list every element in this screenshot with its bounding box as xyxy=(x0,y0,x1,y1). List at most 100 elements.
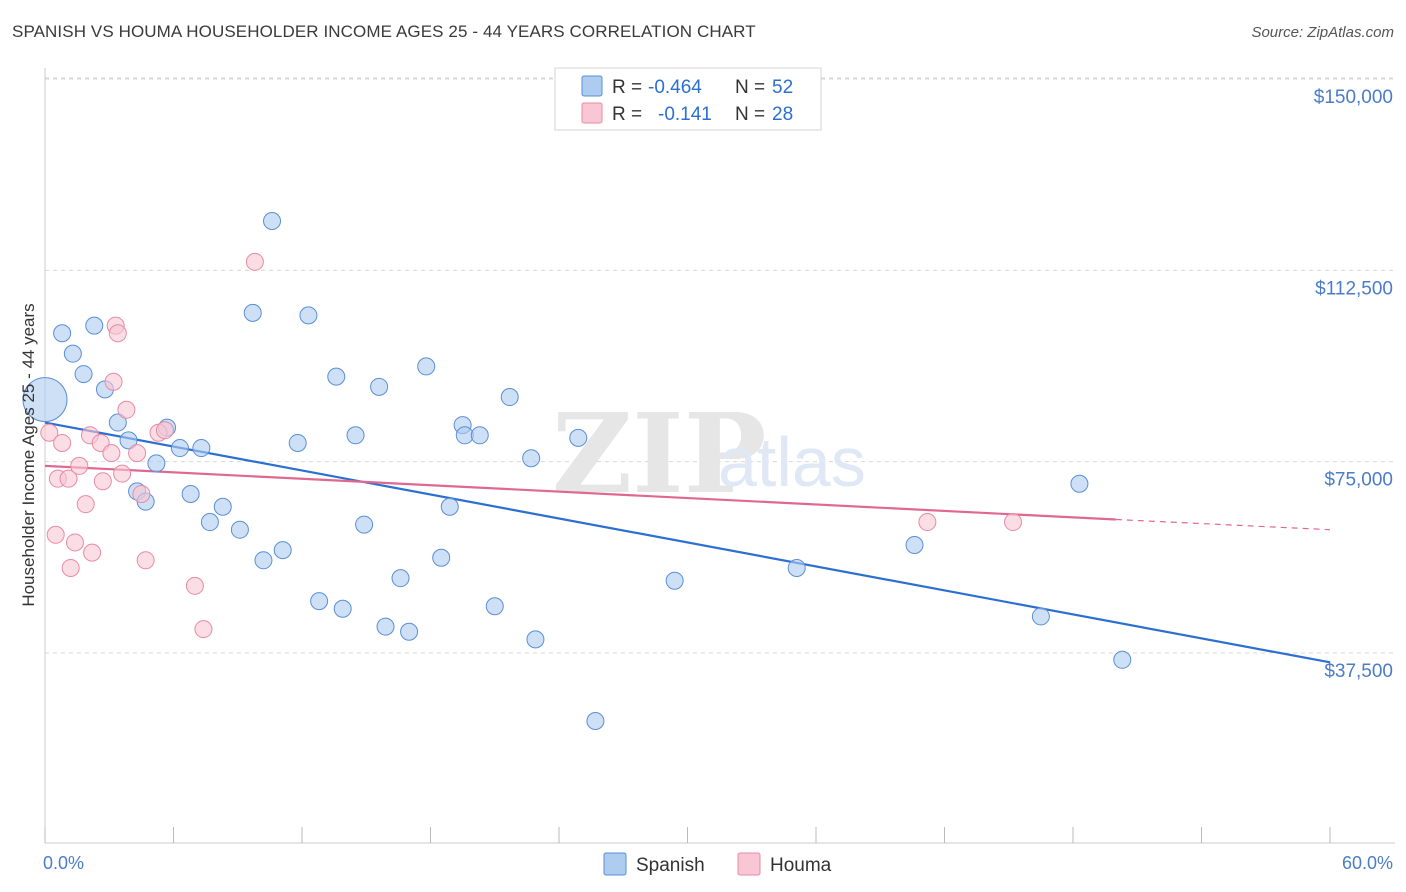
spanish-point xyxy=(346,426,365,445)
spanish-point xyxy=(569,428,588,447)
spanish-point xyxy=(53,324,72,343)
spanish-point xyxy=(787,558,806,577)
legend-n-value-houma: 28 xyxy=(772,104,793,125)
houma-point xyxy=(59,469,78,488)
houma-point xyxy=(194,620,213,639)
trend-lines xyxy=(44,421,1331,664)
spanish-point xyxy=(1031,607,1050,626)
y-tick-labels: $37,500 $75,000 $112,500 $150,000 xyxy=(1314,87,1393,682)
y-axis-label: Householder Income Ages 25 - 44 years xyxy=(19,303,38,606)
spanish-point xyxy=(333,599,352,618)
spanish-point xyxy=(254,551,273,570)
spanish-trend-line xyxy=(44,421,1331,664)
houma-point xyxy=(46,525,65,544)
spanish-point xyxy=(74,365,93,384)
spanish-point xyxy=(1113,650,1132,669)
spanish-point xyxy=(22,377,68,423)
spanish-point xyxy=(400,622,419,641)
bottom-legend-swatch-spanish xyxy=(603,852,627,876)
houma-point xyxy=(245,252,264,271)
spanish-point xyxy=(310,592,329,611)
legend-r-label-spanish: R = xyxy=(612,77,642,98)
spanish-point xyxy=(299,306,318,325)
houma-point xyxy=(1004,513,1023,532)
x-tick-label: 0.0% xyxy=(43,853,84,873)
spanish-point xyxy=(119,431,138,450)
spanish-point xyxy=(391,569,410,588)
x-tick-labels: 0.0% 60.0% xyxy=(43,853,1393,873)
x-tick-label: 60.0% xyxy=(1342,853,1393,873)
spanish-point xyxy=(526,630,545,649)
legend-r-value-spanish: -0.464 xyxy=(648,77,702,98)
houma-point xyxy=(128,444,147,463)
houma-point xyxy=(185,576,204,595)
spanish-point xyxy=(485,597,504,616)
houma-point xyxy=(53,433,72,452)
houma-point xyxy=(155,421,174,440)
spanish-point xyxy=(200,513,219,532)
spanish-point xyxy=(376,617,395,636)
legend-swatch-spanish xyxy=(581,75,603,97)
houma-point xyxy=(40,423,59,442)
axes xyxy=(44,68,1395,844)
houma-point xyxy=(65,533,84,552)
houma-point xyxy=(102,444,121,463)
spanish-point xyxy=(522,449,541,468)
spanish-point xyxy=(213,497,232,516)
spanish-point xyxy=(147,454,166,473)
spanish-point xyxy=(63,344,82,363)
houma-trend-line xyxy=(44,464,1116,521)
spanish-point xyxy=(432,548,451,567)
legend-r-label-houma: R = xyxy=(612,104,642,125)
houma-point xyxy=(136,551,155,570)
legend-swatch-houma xyxy=(581,102,603,124)
legend-r-value-houma: -0.141 xyxy=(658,104,712,125)
spanish-point xyxy=(586,712,605,731)
houma-trend-extension xyxy=(1115,518,1331,531)
spanish-point xyxy=(417,357,436,376)
y-tick-label: $37,500 xyxy=(1324,661,1393,682)
spanish-point xyxy=(273,541,292,560)
bottom-legend: Spanish Houma xyxy=(603,852,832,876)
spanish-point xyxy=(170,439,189,458)
spanish-point xyxy=(905,535,924,554)
spanish-point xyxy=(470,426,489,445)
spanish-point xyxy=(500,388,519,407)
spanish-point xyxy=(370,377,389,396)
watermark-atlas: atlas xyxy=(718,423,866,501)
source-label: Source: ZipAtlas.com xyxy=(1251,24,1394,41)
spanish-point xyxy=(455,426,474,445)
houma-point xyxy=(132,484,151,503)
scatter-points xyxy=(22,212,1132,731)
grid-lines xyxy=(45,77,1395,654)
spanish-point xyxy=(85,316,104,335)
houma-point xyxy=(113,464,132,483)
houma-point xyxy=(108,324,127,343)
bottom-legend-label-houma: Houma xyxy=(770,855,832,876)
houma-point xyxy=(104,372,123,391)
y-tick-label: $112,500 xyxy=(1315,278,1393,299)
spanish-point xyxy=(243,303,262,322)
bottom-legend-swatch-houma xyxy=(737,852,761,876)
bottom-legend-label-spanish: Spanish xyxy=(636,855,705,876)
spanish-point xyxy=(327,367,346,386)
top-legend: R = -0.464 N = 52 R = -0.141 N = 28 xyxy=(554,67,822,131)
houma-point xyxy=(918,513,937,532)
spanish-point xyxy=(665,571,684,590)
spanish-point xyxy=(192,439,211,458)
spanish-point xyxy=(440,497,459,516)
houma-point xyxy=(61,558,80,577)
legend-n-value-spanish: 52 xyxy=(772,77,793,98)
spanish-point xyxy=(181,484,200,503)
spanish-point xyxy=(355,515,374,534)
spanish-point xyxy=(1070,474,1089,493)
houma-point xyxy=(83,543,102,562)
y-tick-label: $75,000 xyxy=(1324,470,1393,491)
spanish-point xyxy=(230,520,249,539)
spanish-point xyxy=(108,413,127,432)
houma-point xyxy=(76,495,95,514)
chart-title: SPANISH VS HOUMA HOUSEHOLDER INCOME AGES… xyxy=(12,22,756,41)
spanish-point xyxy=(288,433,307,452)
houma-point xyxy=(93,472,112,491)
